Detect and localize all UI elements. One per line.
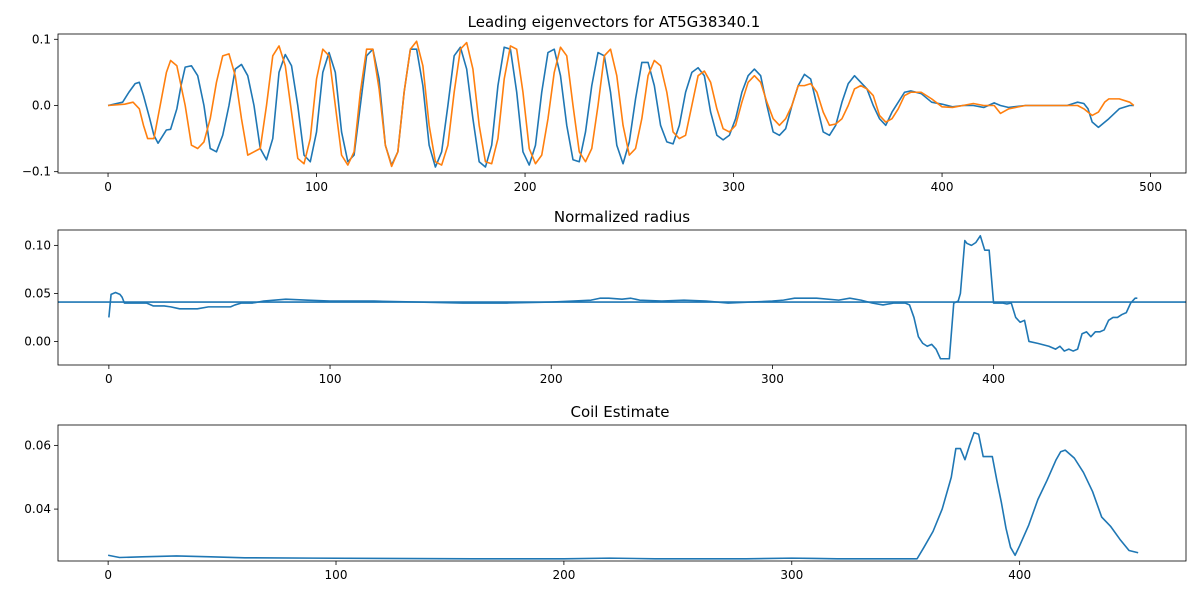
coil-estimate-panel: Coil Estimate 0 100 200 300 400 0.04 0.06 <box>24 403 1187 582</box>
eigenvectors-y-tick-label: 0.0 <box>32 98 51 112</box>
eigenvectors-title: Leading eigenvectors for AT5G38340.1 <box>468 13 761 31</box>
normalized-radius-panel: Normalized radius 0 100 200 300 400 0.00 0.05 0… <box>24 208 1187 386</box>
normalized-radius-x-tick-label: 0 <box>105 372 113 386</box>
coil-estimate-y-tick-label: 0.06 <box>24 438 51 452</box>
eigenvectors-series-1-line <box>107 46 1134 168</box>
normalized-radius-x-tick-label: 400 <box>982 372 1005 386</box>
coil-estimate-x-tick-label: 200 <box>552 568 575 582</box>
eigenvectors-series-2-line <box>107 40 1135 168</box>
normalized-radius-x-tick-label: 200 <box>540 372 563 386</box>
eigenvectors-x-tick-label: 200 <box>514 180 537 194</box>
normalized-radius-x-tick-label: 300 <box>761 372 784 386</box>
coil-estimate-series-1-line <box>107 431 1139 560</box>
normalized-radius-y-tick-label: 0.00 <box>24 334 51 348</box>
normalized-radius-axes-frame <box>57 229 1187 366</box>
eigenvectors-x-tick-label: 400 <box>931 180 954 194</box>
coil-estimate-title: Coil Estimate <box>570 403 669 421</box>
eigenvectors-x-tick-label: 0 <box>104 180 112 194</box>
eigenvectors-x-tick-label: 500 <box>1139 180 1162 194</box>
coil-estimate-y-tick-label: 0.04 <box>24 502 51 516</box>
eigenvectors-y-tick-label: −0.1 <box>22 165 51 179</box>
eigenvectors-panel: Leading eigenvectors for AT5G38340.1 0 10… <box>22 13 1187 194</box>
normalized-radius-y-tick-label: 0.05 <box>24 286 51 300</box>
normalized-radius-series-1-line <box>108 234 1138 360</box>
normalized-radius-y-tick-label: 0.10 <box>24 238 51 252</box>
eigenvectors-axes-frame <box>57 33 1187 174</box>
coil-estimate-axes-frame <box>57 424 1187 562</box>
coil-estimate-x-tick-label: 400 <box>1008 568 1031 582</box>
eigenvectors-x-tick-label: 100 <box>305 180 328 194</box>
normalized-radius-title: Normalized radius <box>554 208 690 226</box>
coil-estimate-x-tick-label: 100 <box>325 568 348 582</box>
normalized-radius-x-tick-label: 100 <box>319 372 342 386</box>
coil-estimate-x-tick-label: 0 <box>104 568 112 582</box>
coil-estimate-x-tick-label: 300 <box>780 568 803 582</box>
eigenvectors-x-tick-label: 300 <box>722 180 745 194</box>
eigenvectors-y-tick-label: 0.1 <box>32 32 51 46</box>
